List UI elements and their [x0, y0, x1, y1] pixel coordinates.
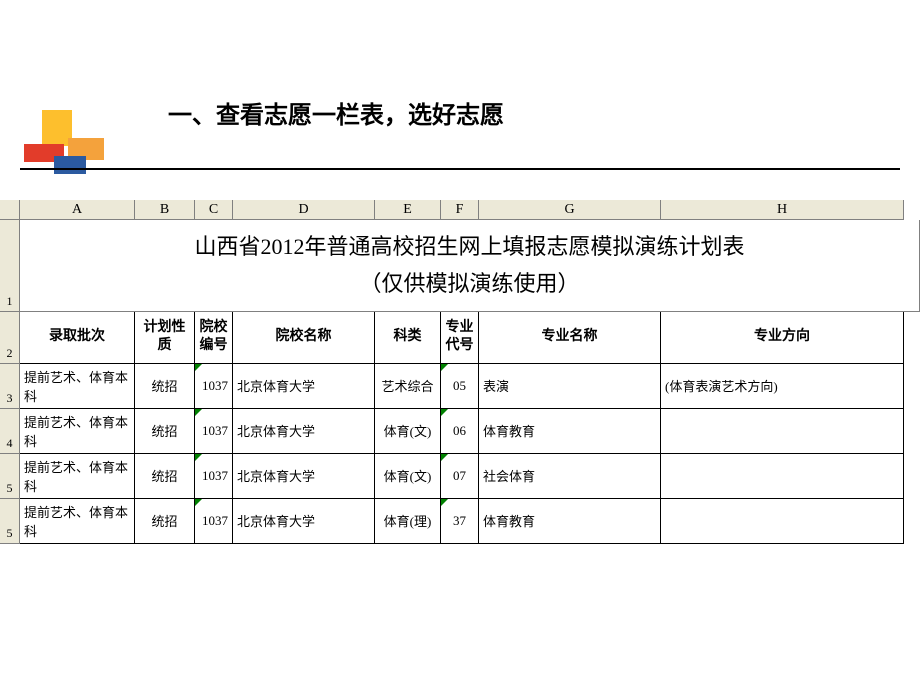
row-header-4[interactable]: 4	[0, 409, 20, 454]
cell-major-direction[interactable]: (体育表演艺术方向)	[661, 364, 904, 409]
table-row: 5 提前艺术、体育本科 统招 1037 北京体育大学 体育(理) 37 体育教育	[0, 499, 920, 544]
cell-plan[interactable]: 统招	[135, 454, 195, 499]
th-category[interactable]: 科类	[375, 312, 441, 364]
cell-school-code[interactable]: 1037	[195, 409, 233, 454]
table-header-row: 2 录取批次 计划性质 院校编号 院校名称 科类 专业代号 专业名称 专业方向	[0, 312, 920, 364]
title-row: 1 山西省2012年普通高校招生网上填报志愿模拟演练计划表 （仅供模拟演练使用）	[0, 220, 920, 312]
sheet-title-line2: （仅供模拟演练使用）	[20, 265, 919, 302]
cell-batch[interactable]: 提前艺术、体育本科	[20, 454, 135, 499]
cell-major-name[interactable]: 表演	[479, 364, 661, 409]
cell-school-code[interactable]: 1037	[195, 364, 233, 409]
row-header-3[interactable]: 3	[0, 364, 20, 409]
cell-category[interactable]: 体育(文)	[375, 454, 441, 499]
deco-square-blue	[54, 156, 86, 174]
th-admission-batch[interactable]: 录取批次	[20, 312, 135, 364]
cell-major-name[interactable]: 体育教育	[479, 499, 661, 544]
cell-school-code[interactable]: 1037	[195, 499, 233, 544]
slide-decoration	[20, 110, 120, 190]
row-header-5b[interactable]: 5	[0, 499, 20, 544]
col-header-C[interactable]: C	[195, 200, 233, 220]
cell-major-code[interactable]: 37	[441, 499, 479, 544]
column-headers-row: A B C D E F G H	[0, 200, 920, 220]
sheet-title-cell[interactable]: 山西省2012年普通高校招生网上填报志愿模拟演练计划表 （仅供模拟演练使用）	[20, 220, 920, 312]
cell-batch[interactable]: 提前艺术、体育本科	[20, 409, 135, 454]
col-header-E[interactable]: E	[375, 200, 441, 220]
row-header-1[interactable]: 1	[0, 220, 20, 312]
col-header-F[interactable]: F	[441, 200, 479, 220]
cell-plan[interactable]: 统招	[135, 364, 195, 409]
slide-underline	[20, 168, 900, 170]
cell-category[interactable]: 体育(文)	[375, 409, 441, 454]
th-plan-type[interactable]: 计划性质	[135, 312, 195, 364]
th-major-code[interactable]: 专业代号	[441, 312, 479, 364]
cell-batch[interactable]: 提前艺术、体育本科	[20, 364, 135, 409]
cell-major-direction[interactable]	[661, 409, 904, 454]
cell-school-name[interactable]: 北京体育大学	[233, 409, 375, 454]
cell-school-name[interactable]: 北京体育大学	[233, 499, 375, 544]
cell-plan[interactable]: 统招	[135, 409, 195, 454]
th-school-name[interactable]: 院校名称	[233, 312, 375, 364]
cell-batch[interactable]: 提前艺术、体育本科	[20, 499, 135, 544]
col-header-D[interactable]: D	[233, 200, 375, 220]
cell-plan[interactable]: 统招	[135, 499, 195, 544]
cell-school-name[interactable]: 北京体育大学	[233, 364, 375, 409]
cell-school-code[interactable]: 1037	[195, 454, 233, 499]
row-header-2[interactable]: 2	[0, 312, 20, 364]
col-header-A[interactable]: A	[20, 200, 135, 220]
sheet-title-line1: 山西省2012年普通高校招生网上填报志愿模拟演练计划表	[20, 228, 919, 265]
cell-category[interactable]: 艺术综合	[375, 364, 441, 409]
table-row: 4 提前艺术、体育本科 统招 1037 北京体育大学 体育(文) 06 体育教育	[0, 409, 920, 454]
cell-category[interactable]: 体育(理)	[375, 499, 441, 544]
cell-major-name[interactable]: 社会体育	[479, 454, 661, 499]
col-header-H[interactable]: H	[661, 200, 904, 220]
th-major-name[interactable]: 专业名称	[479, 312, 661, 364]
col-header-B[interactable]: B	[135, 200, 195, 220]
spreadsheet: A B C D E F G H 1 山西省2012年普通高校招生网上填报志愿模拟…	[0, 200, 920, 544]
table-row: 3 提前艺术、体育本科 统招 1037 北京体育大学 艺术综合 05 表演 (体…	[0, 364, 920, 409]
cell-major-direction[interactable]	[661, 454, 904, 499]
cell-major-code[interactable]: 06	[441, 409, 479, 454]
cell-major-direction[interactable]	[661, 499, 904, 544]
cell-major-code[interactable]: 05	[441, 364, 479, 409]
cell-major-code[interactable]: 07	[441, 454, 479, 499]
th-school-code[interactable]: 院校编号	[195, 312, 233, 364]
cell-school-name[interactable]: 北京体育大学	[233, 454, 375, 499]
col-header-G[interactable]: G	[479, 200, 661, 220]
slide-heading: 一、查看志愿一栏表，选好志愿	[168, 95, 504, 130]
th-major-direction[interactable]: 专业方向	[661, 312, 904, 364]
row-header-5a[interactable]: 5	[0, 454, 20, 499]
table-row: 5 提前艺术、体育本科 统招 1037 北京体育大学 体育(文) 07 社会体育	[0, 454, 920, 499]
corner-cell[interactable]	[0, 200, 20, 220]
cell-major-name[interactable]: 体育教育	[479, 409, 661, 454]
